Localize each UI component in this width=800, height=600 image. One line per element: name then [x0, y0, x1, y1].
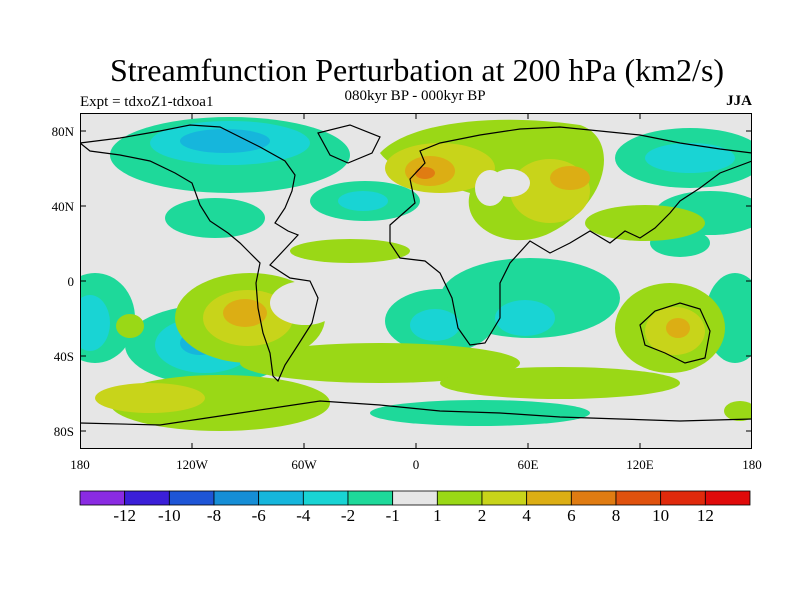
colorbar-label: 1: [433, 506, 442, 525]
colorbar-swatch: [704, 490, 751, 506]
colorbar-swatch: [258, 490, 304, 506]
colorbar-swatch: [615, 490, 662, 506]
colorbar-swatch: [79, 490, 126, 506]
lat-label-0: 0: [68, 274, 75, 289]
colorbar-label: -1: [385, 506, 400, 525]
streamfunction-field: [80, 113, 752, 449]
lat-label-40n: 40N: [52, 199, 75, 214]
lon-label-60w: 60W: [291, 457, 317, 472]
colorbar-label: -2: [340, 506, 356, 525]
colorbar-swatch: [660, 490, 706, 506]
longitude-labels: 180 120W 60W 0 60E 120E 180: [70, 457, 762, 472]
colorbar-label: 2: [477, 506, 487, 525]
colorbar-label: -8: [206, 506, 222, 525]
colorbar-label: -10: [157, 506, 181, 525]
map-panel: [80, 113, 752, 449]
colorbar-swatch: [526, 490, 572, 506]
season-label: JJA: [726, 93, 752, 109]
colorbar-swatch: [481, 490, 528, 506]
lat-label-80n: 80N: [52, 124, 75, 139]
colorbar-swatch: [213, 490, 260, 506]
colorbar-label: -6: [251, 506, 266, 525]
colorbar-label: -12: [113, 506, 136, 525]
experiment-label: Expt = tdxoZ1-tdxoa1: [80, 94, 214, 110]
colorbar-label: 10: [652, 506, 670, 525]
colorbar-swatch: [302, 490, 349, 506]
contour-fills: [80, 117, 752, 431]
colorbar-label: 12: [696, 506, 714, 525]
colorbar: [79, 490, 751, 506]
lat-label-80s: 80S: [54, 424, 74, 439]
tick-marks: [80, 113, 752, 449]
lon-label-0: 0: [413, 457, 420, 472]
lon-label-180w: 180: [70, 457, 90, 472]
plot-subtitle: 080kyr BP - 000kyr BP: [344, 88, 486, 104]
coastlines: [80, 124, 752, 426]
neutral-regions: [270, 169, 530, 325]
colorbar-swatch: [392, 490, 438, 506]
colorbar-swatch: [570, 490, 617, 506]
positive-anomaly-max: [415, 167, 435, 179]
colorbar-swatch: [436, 490, 483, 506]
lon-label-180e: 180: [742, 457, 762, 472]
colorbar-swatch: [168, 490, 215, 506]
colorbar-label: 6: [567, 506, 576, 525]
latitude-labels: 80N 40N 0 40S 80S: [52, 124, 75, 439]
colorbar-label: 4: [522, 506, 531, 525]
plot-title: Streamfunction Perturbation at 200 hPa (…: [109, 52, 725, 88]
lat-label-40s: 40S: [54, 349, 74, 364]
colorbar-swatch: [347, 490, 394, 506]
colorbar-swatch: [124, 490, 170, 506]
colorbar-label: -4: [296, 506, 311, 525]
lon-label-120w: 120W: [176, 457, 209, 472]
positive-anomaly-peaks: [223, 156, 690, 338]
colorbar-label: 8: [611, 506, 621, 525]
lon-label-120e: 120E: [626, 457, 654, 472]
colorbar-labels: -12 -10 -8 -6 -4 -2 -1 1 2 4 6 8 10 12: [0, 506, 800, 528]
lon-label-60e: 60E: [518, 457, 539, 472]
